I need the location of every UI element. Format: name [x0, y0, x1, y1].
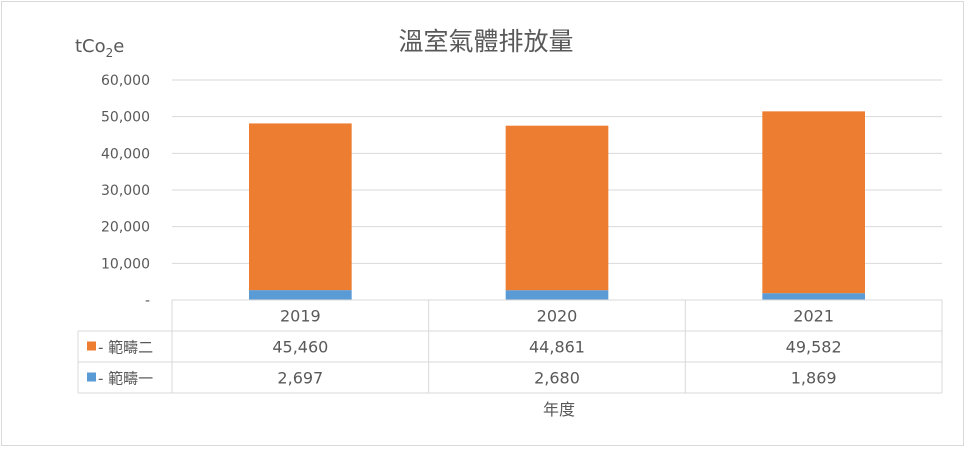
y-tick-label: 40,000 — [101, 146, 150, 162]
legend-label: - 範疇一 — [98, 370, 153, 388]
y-tick-label: - — [145, 293, 150, 309]
x-tick-label: 2021 — [793, 307, 834, 326]
bar-範疇一-2019 — [249, 290, 352, 300]
data-label: 2,680 — [534, 369, 580, 388]
bar-範疇二-2021 — [762, 111, 865, 294]
chart-title: 溫室氣體排放量 — [398, 27, 573, 56]
y-tick-label: 30,000 — [101, 183, 150, 199]
legend-label: - 範疇二 — [98, 339, 153, 357]
y-axis-label-base: tCo — [75, 36, 106, 57]
data-table: 2019 2020 2021 - 範疇二 45,460 44,861 49,582 - 範疇一… — [77, 299, 943, 394]
data-label: 49,582 — [786, 338, 842, 357]
x-axis-label: 年度 — [543, 400, 575, 419]
y-tick-label: 20,000 — [101, 220, 150, 236]
x-tick-label: 2019 — [280, 307, 321, 326]
y-axis-label-tail: e — [113, 36, 124, 57]
y-tick-label: 50,000 — [101, 110, 150, 126]
legend-swatch-範疇一 — [87, 372, 96, 382]
bar-範疇二-2020 — [505, 125, 609, 291]
y-tick-label: 10,000 — [101, 256, 150, 272]
y-axis-label-subscript: 2 — [106, 46, 114, 60]
data-label: 1,869 — [791, 369, 837, 388]
data-label: 44,861 — [529, 338, 585, 357]
x-tick-label: 2020 — [537, 307, 578, 326]
bar-範疇一-2020 — [505, 290, 609, 300]
legend-swatch-範疇二 — [87, 341, 96, 351]
data-label: 2,697 — [277, 369, 323, 388]
bars — [249, 111, 865, 300]
y-tick-labels: - 10,000 20,000 30,000 40,000 50,000 60,000 — [101, 73, 150, 309]
bar-範疇一-2021 — [762, 293, 865, 300]
bar-範疇二-2019 — [249, 123, 352, 291]
data-label: 45,460 — [272, 338, 328, 357]
y-axis-label: tCo2e — [75, 36, 124, 60]
y-tick-label: 60,000 — [101, 73, 150, 89]
